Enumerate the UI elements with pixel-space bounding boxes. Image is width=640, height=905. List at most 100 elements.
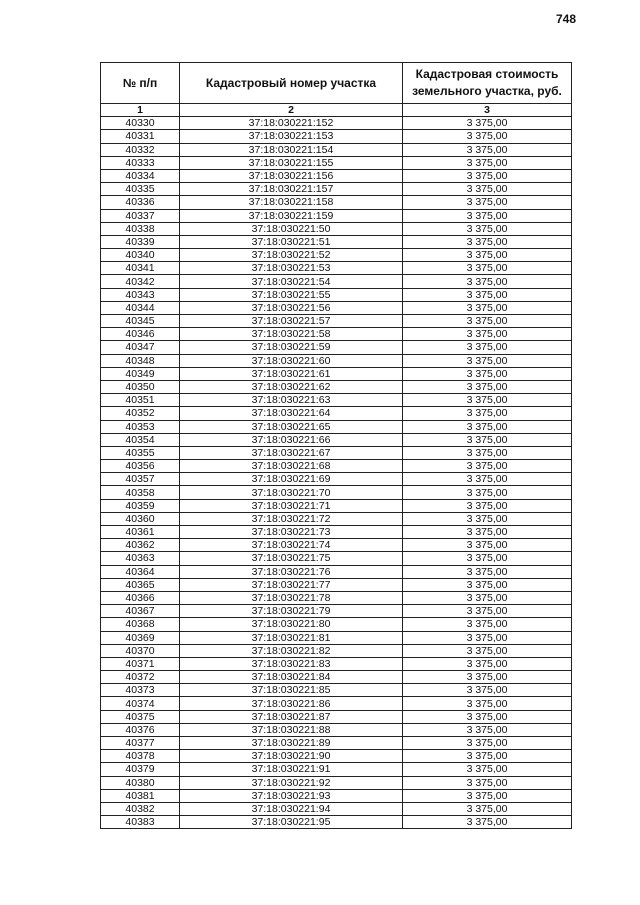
cadastral-number: 37:18:030221:73 <box>179 524 403 540</box>
table-row: 40341 37:18:030221:53 3 375,00 <box>100 261 572 276</box>
table-row: 40353 37:18:030221:65 3 375,00 <box>100 419 572 434</box>
table-row: 40340 37:18:030221:52 3 375,00 <box>100 248 572 263</box>
cadastral-number: 37:18:030221:69 <box>179 472 403 487</box>
cadastral-number: 37:18:030221:95 <box>179 815 403 830</box>
cadastral-value: 3 375,00 <box>402 472 572 487</box>
cadastral-number: 37:18:030221:94 <box>179 801 403 817</box>
cadastral-value: 3 375,00 <box>402 815 572 830</box>
table-row: 40379 37:18:030221:91 3 375,00 <box>100 762 572 777</box>
table-row: 40338 37:18:030221:50 3 375,00 <box>100 221 572 236</box>
row-number: 40369 <box>100 630 180 645</box>
cadastral-number: 37:18:030221:93 <box>179 788 403 803</box>
cadastral-number: 37:18:030221:50 <box>179 221 403 236</box>
table-row: 40360 37:18:030221:72 3 375,00 <box>100 511 572 527</box>
cadastral-number: 37:18:030221:92 <box>179 775 403 790</box>
table-row: 40346 37:18:030221:58 3 375,00 <box>100 327 572 342</box>
row-number: 40382 <box>100 801 180 817</box>
table-row: 40351 37:18:030221:63 3 375,00 <box>100 393 572 408</box>
row-number: 40333 <box>100 155 180 170</box>
cadastral-value: 3 375,00 <box>402 643 572 658</box>
table-row: 40343 37:18:030221:55 3 375,00 <box>100 287 572 302</box>
row-number: 40344 <box>100 300 180 316</box>
row-number: 40383 <box>100 815 180 830</box>
cadastral-number: 37:18:030221:59 <box>179 340 403 355</box>
table-row: 40376 37:18:030221:88 3 375,00 <box>100 722 572 738</box>
cadastral-number: 37:18:030221:158 <box>179 195 403 210</box>
table-row: 40357 37:18:030221:69 3 375,00 <box>100 472 572 487</box>
cadastral-value: 3 375,00 <box>402 287 572 302</box>
cadastral-value: 3 375,00 <box>402 432 572 447</box>
cadastral-value: 3 375,00 <box>402 590 572 606</box>
row-number: 40337 <box>100 208 180 223</box>
cadastral-value: 3 375,00 <box>402 459 572 474</box>
table-row: 40348 37:18:030221:60 3 375,00 <box>100 353 572 368</box>
cadastral-number: 37:18:030221:58 <box>179 327 403 342</box>
row-number: 40331 <box>100 129 180 144</box>
row-number: 40354 <box>100 432 180 447</box>
cadastral-value: 3 375,00 <box>402 300 572 316</box>
cadastral-value: 3 375,00 <box>402 168 572 184</box>
row-number: 40342 <box>100 274 180 289</box>
table-row: 40371 37:18:030221:83 3 375,00 <box>100 656 572 672</box>
cadastral-number: 37:18:030221:62 <box>179 379 403 395</box>
row-number: 40341 <box>100 261 180 276</box>
row-number: 40343 <box>100 287 180 302</box>
cadastral-number: 37:18:030221:89 <box>179 735 403 751</box>
cadastral-number: 37:18:030221:70 <box>179 485 403 500</box>
cadastral-value: 3 375,00 <box>402 379 572 395</box>
header-cadastral-value: Кадастровая стоимость земельного участка… <box>402 62 572 104</box>
cadastral-table: № п/п Кадастровый номер участка Кадастро… <box>100 62 572 830</box>
cadastral-number: 37:18:030221:57 <box>179 313 403 329</box>
cadastral-value: 3 375,00 <box>402 775 572 790</box>
table-row: 40333 37:18:030221:155 3 375,00 <box>100 155 572 170</box>
table-row: 40363 37:18:030221:75 3 375,00 <box>100 551 572 566</box>
table-row: 40331 37:18:030221:153 3 375,00 <box>100 129 572 144</box>
table-row: 40336 37:18:030221:158 3 375,00 <box>100 195 572 210</box>
cadastral-value: 3 375,00 <box>402 801 572 817</box>
cadastral-number: 37:18:030221:67 <box>179 445 403 461</box>
row-number: 40362 <box>100 538 180 553</box>
cadastral-value: 3 375,00 <box>402 538 572 553</box>
table-row: 40380 37:18:030221:92 3 375,00 <box>100 775 572 790</box>
cadastral-value: 3 375,00 <box>402 327 572 342</box>
row-number: 40373 <box>100 683 180 698</box>
cadastral-value: 3 375,00 <box>402 788 572 803</box>
row-number: 40380 <box>100 775 180 790</box>
table-row: 40369 37:18:030221:81 3 375,00 <box>100 630 572 645</box>
row-number: 40359 <box>100 498 180 513</box>
cadastral-value: 3 375,00 <box>402 208 572 223</box>
cadastral-value: 3 375,00 <box>402 749 572 764</box>
cadastral-number: 37:18:030221:84 <box>179 670 403 685</box>
cadastral-number: 37:18:030221:55 <box>179 287 403 302</box>
header-row: № п/п Кадастровый номер участка Кадастро… <box>100 62 572 104</box>
row-number: 40358 <box>100 485 180 500</box>
cadastral-number: 37:18:030221:75 <box>179 551 403 566</box>
cadastral-number: 37:18:030221:52 <box>179 248 403 263</box>
cadastral-number: 37:18:030221:87 <box>179 709 403 724</box>
table-row: 40364 37:18:030221:76 3 375,00 <box>100 564 572 579</box>
row-number: 40368 <box>100 617 180 632</box>
row-number: 40364 <box>100 564 180 579</box>
cadastral-value: 3 375,00 <box>402 524 572 540</box>
cadastral-value: 3 375,00 <box>402 234 572 250</box>
cadastral-number: 37:18:030221:56 <box>179 300 403 316</box>
cadastral-number: 37:18:030221:74 <box>179 538 403 553</box>
cadastral-number: 37:18:030221:68 <box>179 459 403 474</box>
cadastral-number: 37:18:030221:159 <box>179 208 403 223</box>
header-cadastral-number: Кадастровый номер участка <box>179 62 403 104</box>
row-number: 40361 <box>100 524 180 540</box>
cadastral-number: 37:18:030221:85 <box>179 683 403 698</box>
cadastral-number: 37:18:030221:91 <box>179 762 403 777</box>
cadastral-value: 3 375,00 <box>402 393 572 408</box>
table-row: 40330 37:18:030221:152 3 375,00 <box>100 116 572 131</box>
cadastral-number: 37:18:030221:156 <box>179 168 403 184</box>
row-number: 40348 <box>100 353 180 368</box>
table-row: 40382 37:18:030221:94 3 375,00 <box>100 801 572 817</box>
table-row: 40375 37:18:030221:87 3 375,00 <box>100 709 572 724</box>
table-row: 40358 37:18:030221:70 3 375,00 <box>100 485 572 500</box>
cadastral-number: 37:18:030221:86 <box>179 696 403 711</box>
cadastral-value: 3 375,00 <box>402 353 572 368</box>
cadastral-number: 37:18:030221:64 <box>179 406 403 421</box>
cadastral-value: 3 375,00 <box>402 577 572 592</box>
row-number: 40351 <box>100 393 180 408</box>
